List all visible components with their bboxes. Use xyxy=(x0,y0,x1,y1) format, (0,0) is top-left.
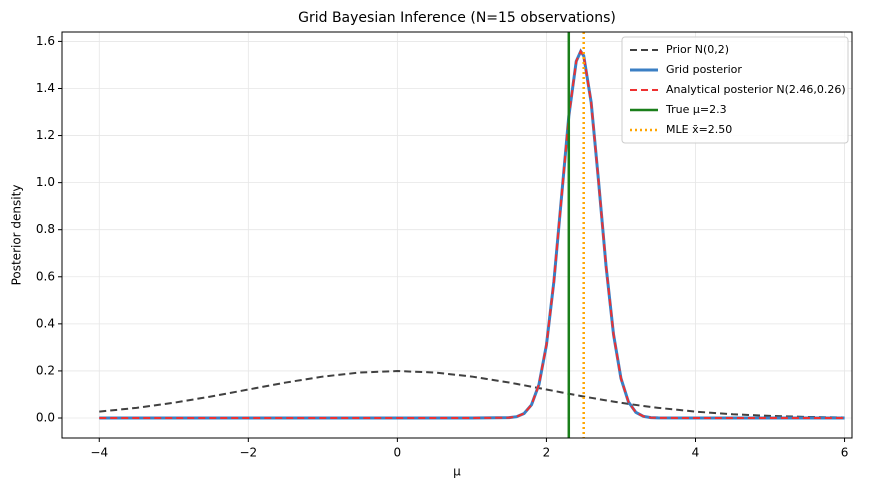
legend-label: Grid posterior xyxy=(666,63,742,76)
series-line xyxy=(99,49,845,419)
x-tick-label: −4 xyxy=(90,446,108,460)
legend-box xyxy=(621,36,849,144)
legend-label: Prior N(0,2) xyxy=(666,43,729,56)
legend-label: Analytical posterior N(2.46,0.26) xyxy=(666,83,846,96)
x-tick-label: 0 xyxy=(394,446,402,460)
plot-frame xyxy=(61,31,853,439)
legend-label: True μ=2.3 xyxy=(665,103,727,116)
y-axis-label: Posterior density xyxy=(10,185,24,286)
y-tick-label: 1.2 xyxy=(36,128,55,142)
y-tick-label: 1.6 xyxy=(36,34,55,48)
y-tick-label: 0.6 xyxy=(36,269,55,283)
y-tick-label: 0.2 xyxy=(36,363,55,377)
series-line xyxy=(99,370,845,419)
x-tick-label: −2 xyxy=(239,446,257,460)
y-tick-label: 0.0 xyxy=(36,410,55,424)
y-tick-label: 0.4 xyxy=(36,316,55,330)
legend-label: MLE x̄=2.50 xyxy=(666,123,732,136)
x-tick-label: 6 xyxy=(841,446,849,460)
x-tick-label: 4 xyxy=(692,446,700,460)
y-tick-label: 1.4 xyxy=(36,81,55,95)
x-tick-label: 2 xyxy=(543,446,551,460)
y-tick-label: 0.8 xyxy=(36,222,55,236)
y-tick-label: 1.0 xyxy=(36,175,55,189)
x-axis-label: μ xyxy=(453,465,461,479)
chart-title: Grid Bayesian Inference (N=15 observatio… xyxy=(298,10,616,26)
